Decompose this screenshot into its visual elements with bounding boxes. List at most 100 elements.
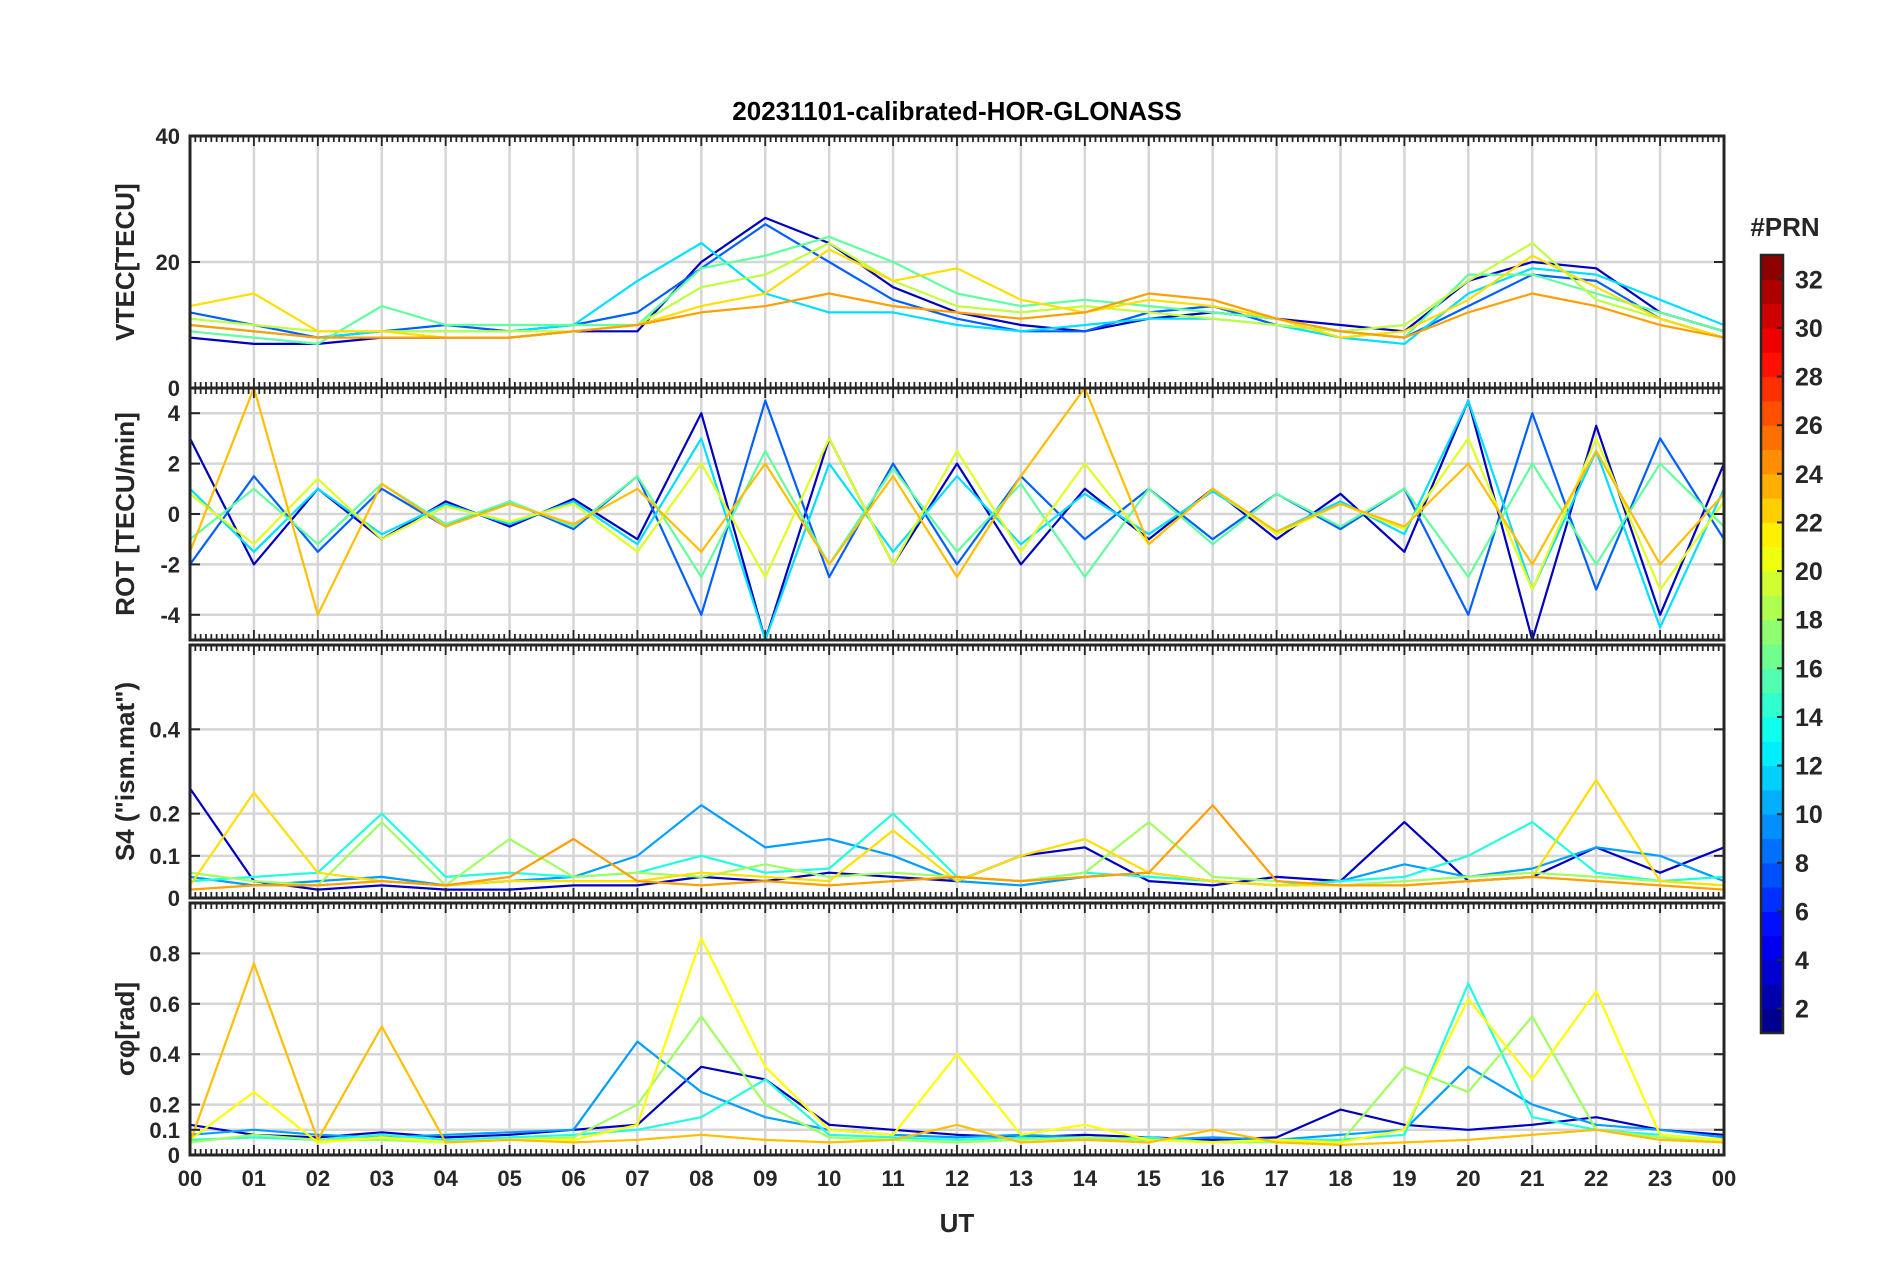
y-tick-label: 0.1: [149, 1118, 180, 1143]
y-axis-label: VTEC[TECU]: [110, 183, 140, 340]
colorbar-tick-label: 14: [1795, 704, 1823, 732]
colorbar-swatch: [1761, 571, 1783, 596]
colorbar-tick-label: 8: [1795, 850, 1809, 878]
series-line-prn-3: [190, 1065, 1724, 1142]
colorbar-tick-label: 30: [1795, 315, 1823, 343]
colorbar-tick-label: 32: [1795, 266, 1823, 294]
x-tick-label: 12: [945, 1166, 969, 1191]
y-tick-label: -2: [160, 552, 180, 577]
series-line-prn-24: [190, 292, 1724, 339]
colorbar-swatch: [1761, 279, 1783, 305]
colorbar-swatch: [1761, 352, 1783, 378]
x-tick-label: 02: [306, 1166, 330, 1191]
colorbar-tick-label: 18: [1795, 607, 1823, 635]
colorbar-tick-label: 22: [1795, 509, 1823, 537]
series-line-prn-23: [190, 962, 1724, 1147]
x-tick-label: 00: [178, 1166, 202, 1191]
colorbar-tick-label: 26: [1795, 412, 1823, 440]
colorbar-swatch: [1761, 789, 1783, 815]
series-line-prn-14: [190, 982, 1724, 1144]
series-group: [190, 388, 1724, 640]
colorbar-frame: [1759, 253, 1785, 1035]
tick-marks: [189, 388, 1725, 640]
panel-1: 0 20 40 VTEC[TECU]: [110, 124, 1726, 401]
x-tick-label: 23: [1648, 1166, 1672, 1191]
y-tick-label: 0.4: [149, 717, 180, 742]
y-tick-label: -4: [160, 603, 180, 628]
y-tick-label: 40: [156, 124, 180, 149]
chart-title: 20231101-calibrated-HOR-GLONASS: [732, 96, 1181, 126]
x-tick-label: 05: [497, 1166, 521, 1191]
colorbar-swatch: [1761, 255, 1783, 280]
series-group: [190, 778, 1724, 891]
colorbar-swatch: [1761, 814, 1783, 839]
colorbar-swatch: [1761, 449, 1783, 475]
panel-2: -4 -2 0 2 4 ROT [TECU/min]: [110, 386, 1726, 642]
series-line-prn-10: [190, 1040, 1724, 1142]
series-line-prn-12: [190, 399, 1724, 640]
x-tick-label: 04: [433, 1166, 458, 1191]
x-tick-label: 00: [1712, 1166, 1736, 1191]
colorbar-swatch: [1761, 546, 1783, 572]
y-tick-label: 4: [168, 401, 181, 426]
series-group: [190, 216, 1724, 345]
series-line-prn-19: [190, 242, 1724, 339]
x-tick-label: 20: [1456, 1166, 1480, 1191]
colorbar-swatch: [1761, 887, 1783, 912]
y-tick-label: 0: [168, 1143, 180, 1168]
y-tick-label: 0.2: [149, 802, 180, 827]
grid-lines: [188, 645, 1726, 900]
y-tick-label: 0: [168, 502, 180, 527]
colorbar-swatch: [1761, 1008, 1783, 1034]
x-tick-label: 19: [1392, 1166, 1416, 1191]
x-tick-label: 16: [1200, 1166, 1224, 1191]
series-line-prn-16: [190, 235, 1724, 345]
y-axis-label: S4 ("ism.mat"): [110, 682, 140, 861]
x-tick-label: 03: [370, 1166, 394, 1191]
colorbar-swatch: [1761, 765, 1783, 791]
colorbar-swatch: [1761, 935, 1783, 961]
y-tick-label: 0.6: [149, 992, 180, 1017]
colorbar-tick-label: 20: [1795, 558, 1823, 586]
series-line-prn-16: [190, 449, 1724, 579]
colorbar-swatch: [1761, 716, 1783, 742]
x-tick-label: 15: [1137, 1166, 1161, 1191]
y-axis-label: ROT [TECU/min]: [110, 412, 140, 616]
colorbar-swatch: [1761, 522, 1783, 548]
tick-marks: [189, 645, 1725, 899]
series-line-prn-23: [190, 388, 1724, 616]
y-axis-label: σφ[rad]: [110, 982, 140, 1076]
y-tick-label: 0.8: [149, 941, 180, 966]
colorbar-swatch: [1761, 911, 1783, 937]
colorbar-tick-label: 24: [1795, 461, 1823, 489]
series-line-prn-20: [190, 437, 1724, 591]
colorbar-swatch: [1761, 984, 1783, 1010]
colorbar-swatch: [1761, 838, 1783, 864]
colorbar-swatch: [1761, 692, 1783, 718]
tick-marks: [189, 135, 1725, 389]
x-axis-label: UT: [940, 1208, 975, 1238]
colorbar-swatch: [1761, 400, 1783, 426]
colorbar-swatch: [1761, 498, 1783, 523]
y-tick-label: 0.4: [149, 1042, 180, 1067]
y-tick-label: 2: [168, 452, 180, 477]
series-line-prn-24: [190, 804, 1724, 891]
colorbar-swatch: [1761, 425, 1783, 450]
colorbar-tick-label: 2: [1795, 996, 1809, 1024]
colorbar-tick-label: 12: [1795, 753, 1823, 781]
y-tick-label: 0: [168, 886, 180, 911]
y-tick-label: 0: [168, 376, 180, 401]
x-tick-label: 21: [1520, 1166, 1544, 1191]
x-axis: 00 01 02 03 04 05 06 07 08 09 10 11 12 13 14 15 16 17 18 19…: [178, 1166, 1736, 1191]
colorbar-title: #PRN: [1750, 212, 1819, 242]
panel-4: 00.10.2 0.4 0.6 0.8 σφ[rad]: [110, 901, 1726, 1168]
colorbar-swatch: [1761, 376, 1783, 402]
x-tick-label: 13: [1009, 1166, 1033, 1191]
panel-3: 0 0.1 0.2 0.4 S4 ("ism.mat"): [110, 643, 1726, 911]
x-tick-label: 18: [1328, 1166, 1352, 1191]
y-tick-label: 20: [156, 250, 180, 275]
series-group: [190, 937, 1724, 1147]
x-tick-label: 06: [561, 1166, 585, 1191]
